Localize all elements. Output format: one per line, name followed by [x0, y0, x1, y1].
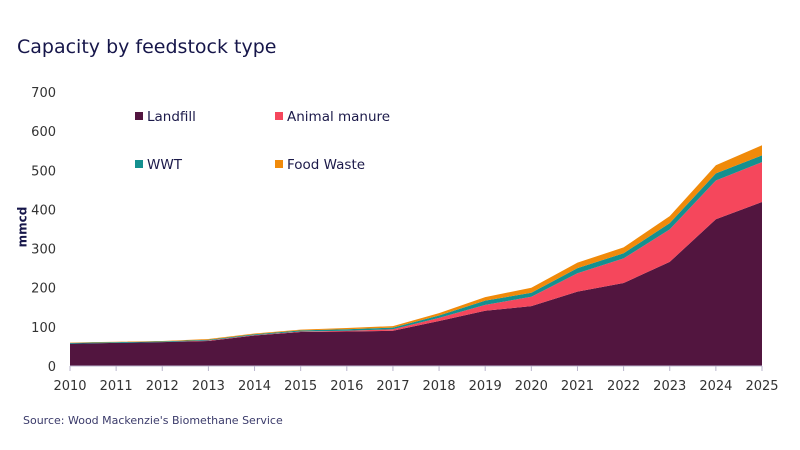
x-tick-label: 2016	[330, 379, 363, 394]
area-landfill	[70, 201, 762, 366]
chart-title: Capacity by feedstock type	[17, 36, 277, 58]
y-tick-label: 300	[31, 243, 56, 258]
x-tick-label: 2018	[423, 379, 456, 394]
x-tick-label: 2014	[238, 379, 271, 394]
y-tick-label: 600	[31, 125, 56, 140]
x-tick-label: 2012	[146, 379, 179, 394]
x-tick-label: 2017	[376, 379, 409, 394]
legend-label: WWT	[147, 157, 183, 173]
y-tick-label: 700	[31, 86, 56, 101]
y-tick-label: 100	[31, 321, 56, 336]
source-note: Source: Wood Mackenzie's Biomethane Serv…	[23, 414, 283, 427]
x-tick-label: 2015	[284, 379, 317, 394]
x-tick-label: 2021	[561, 379, 594, 394]
y-tick-label: 200	[31, 282, 56, 297]
x-tick-label: 2024	[699, 379, 732, 394]
y-tick-label: 500	[31, 164, 56, 179]
x-tick-label: 2010	[53, 379, 86, 394]
x-tick-label: 2025	[745, 379, 778, 394]
x-tick-label: 2022	[607, 379, 640, 394]
legend-swatch	[275, 160, 283, 168]
y-tick-label: 400	[31, 203, 56, 218]
legend-swatch	[135, 160, 143, 168]
legend-swatch	[275, 112, 283, 120]
x-tick-label: 2023	[653, 379, 686, 394]
x-tick-label: 2020	[515, 379, 548, 394]
x-tick-label: 2013	[192, 379, 225, 394]
legend-label: Landfill	[147, 109, 196, 125]
legend-label: Food Waste	[287, 157, 365, 173]
x-tick-label: 2011	[100, 379, 133, 394]
x-tick-label: 2019	[469, 379, 502, 394]
legend-label: Animal manure	[287, 109, 390, 125]
legend-swatch	[135, 112, 143, 120]
y-tick-label: 0	[48, 360, 56, 375]
